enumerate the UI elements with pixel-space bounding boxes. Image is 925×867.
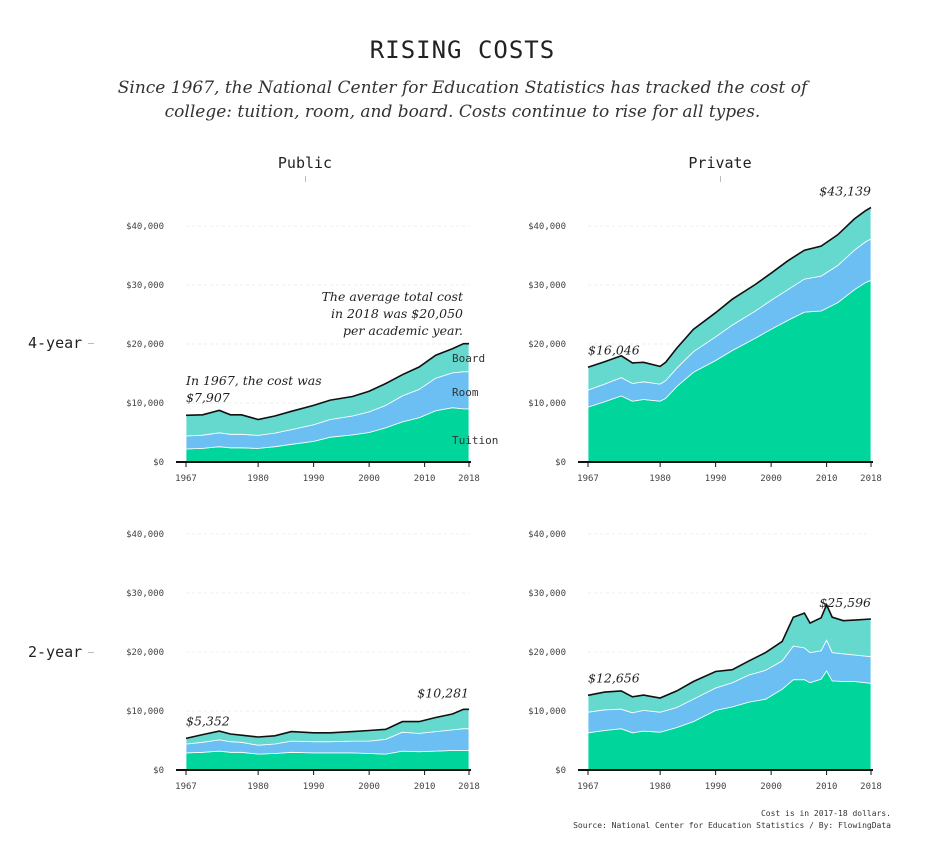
column-heading-private: Private: [620, 154, 820, 182]
y-tick-label: $0: [555, 458, 566, 468]
y-tick-label: $10,000: [126, 399, 164, 409]
y-tick-label: $40,000: [528, 530, 566, 540]
x-tick-label: 1990: [705, 782, 727, 792]
row-heading-4year: 4-year: [28, 334, 95, 352]
y-tick-label: $40,000: [528, 222, 566, 232]
row-heading-4year-label: 4-year: [28, 334, 83, 352]
end-value-label: $43,139: [819, 183, 871, 198]
end-value-label: $25,596: [819, 595, 871, 610]
y-tick-label: $10,000: [528, 707, 566, 717]
page-title: RISING COSTS: [369, 36, 556, 64]
y-tick-label: $20,000: [126, 648, 164, 658]
x-tick-label: 1980: [649, 782, 671, 792]
total-cost-line: [185, 708, 469, 740]
x-tick-label: 2018: [458, 782, 480, 792]
x-tick-label: 1967: [577, 782, 599, 792]
x-tick-label: 2000: [358, 782, 380, 792]
column-tick-public: [304, 176, 306, 182]
row-dash-4year: [88, 343, 95, 344]
y-tick-label: $30,000: [126, 281, 164, 291]
x-tick-label: 1967: [175, 474, 197, 484]
x-tick-label: 2000: [760, 782, 782, 792]
y-tick-label: $30,000: [126, 589, 164, 599]
page-subtitle: Since 1967, the National Center for Educ…: [117, 78, 808, 122]
y-tick-label: $20,000: [126, 340, 164, 350]
footnote-source: Source: National Center for Education St…: [573, 821, 891, 830]
x-tick-label: 1967: [175, 782, 197, 792]
board-series-label: Board: [452, 352, 485, 365]
x-tick-label: 2018: [860, 782, 882, 792]
x-tick-label: 1980: [649, 474, 671, 484]
footnote-units: Cost is in 2017-18 dollars.: [760, 809, 891, 818]
chart-private-2year: $0 $10,000 $20,000 $30,000 $40,000 1967 1980 19…: [528, 530, 882, 792]
end-annotation: The average total cost: [322, 289, 464, 304]
y-tick-label: $0: [555, 766, 566, 776]
x-tick-label: 2010: [414, 474, 436, 484]
row-heading-2year: 2-year: [28, 643, 95, 661]
end-annotation: in 2018 was $20,050: [331, 306, 463, 321]
x-tick-label: 2010: [816, 474, 838, 484]
y-tick-label: $30,000: [528, 589, 566, 599]
y-tick-label: $10,000: [528, 399, 566, 409]
x-tick-label: 2018: [458, 474, 480, 484]
column-heading-public-label: Public: [277, 154, 333, 172]
x-tick-label: 1980: [247, 474, 269, 484]
x-tick-label: 2000: [760, 474, 782, 484]
total-cost-line: [185, 342, 469, 421]
y-tick-label: $20,000: [528, 340, 566, 350]
start-annotation: In 1967, the cost was: [185, 373, 322, 388]
tuition-area: [185, 750, 470, 771]
total-cost-line: [587, 206, 872, 369]
chart-public-4year: $0 $10,000 $20,000 $30,000 $40,000 1967 1980 19…: [126, 222, 498, 484]
x-tick-label: 1990: [303, 474, 325, 484]
column-heading-private-label: Private: [688, 154, 752, 172]
x-tick-label: 1990: [303, 782, 325, 792]
start-value-label: $12,656: [588, 670, 640, 685]
y-tick-label: $40,000: [126, 530, 164, 540]
y-tick-label: $20,000: [528, 648, 566, 658]
y-tick-label: $40,000: [126, 222, 164, 232]
chart-public-2year: $0 $10,000 $20,000 $30,000 $40,000 1967 1980 19…: [126, 530, 480, 792]
end-value-label: $10,281: [417, 685, 469, 700]
total-cost-line: [587, 602, 872, 699]
end-annotation: per academic year.: [343, 323, 463, 338]
x-tick-label: 2018: [860, 474, 882, 484]
y-tick-label: $0: [153, 766, 164, 776]
x-tick-label: 1990: [705, 474, 727, 484]
y-tick-label: $10,000: [126, 707, 164, 717]
x-tick-label: 2010: [414, 782, 436, 792]
column-heading-public: Public: [205, 154, 405, 182]
x-tick-label: 2010: [816, 782, 838, 792]
row-dash-2year: [88, 652, 95, 653]
start-annotation-value: $7,907: [186, 390, 230, 405]
x-tick-label: 1967: [577, 474, 599, 484]
row-heading-2year-label: 2-year: [28, 643, 83, 661]
y-tick-label: $0: [153, 458, 164, 468]
start-value-label: $5,352: [186, 713, 230, 728]
room-series-label: Room: [452, 386, 479, 399]
x-tick-label: 2000: [358, 474, 380, 484]
tuition-series-label: Tuition: [452, 434, 498, 447]
x-tick-label: 1980: [247, 782, 269, 792]
chart-private-4year: $0 $10,000 $20,000 $30,000 $40,000 1967 1980 19…: [528, 183, 882, 484]
y-tick-label: $30,000: [528, 281, 566, 291]
footnote: Cost is in 2017-18 dollars. Source: Nati…: [573, 808, 891, 832]
start-value-label: $16,046: [588, 342, 640, 357]
column-tick-private: [719, 176, 721, 182]
